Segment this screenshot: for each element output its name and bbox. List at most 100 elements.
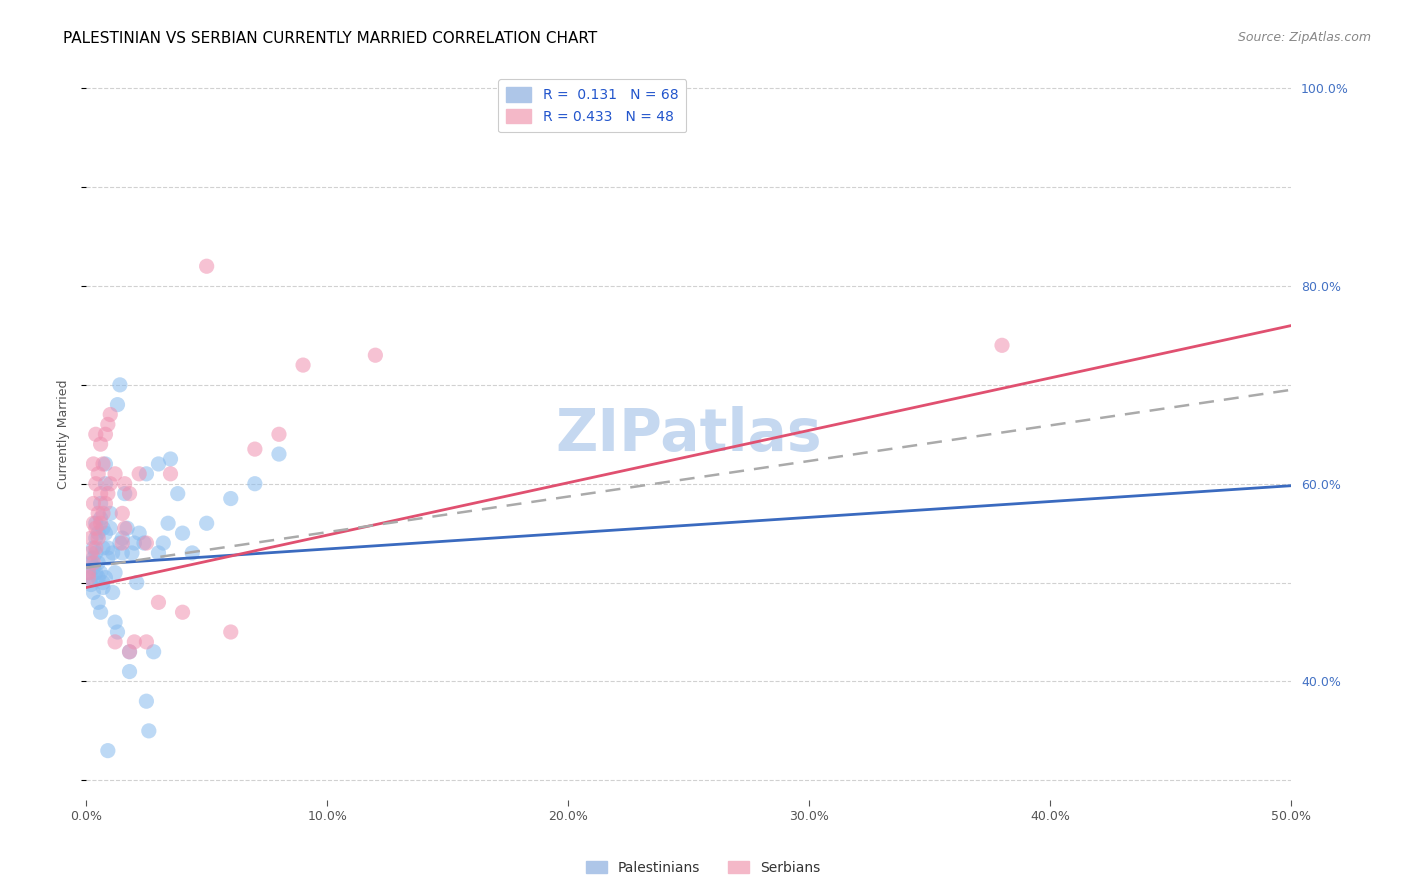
- Point: [80, 577, 103, 591]
- Point: [84, 531, 107, 545]
- Point: [87, 556, 110, 570]
- Point: [82, 516, 104, 531]
- Point: [94, 571, 117, 585]
- Point: [84, 521, 107, 535]
- Point: [132, 536, 155, 550]
- Point: [991, 338, 1014, 352]
- Point: [157, 516, 180, 531]
- Point: [135, 467, 157, 481]
- Point: [118, 665, 141, 679]
- Point: [90, 437, 112, 451]
- Point: [82, 457, 104, 471]
- Point: [128, 526, 150, 541]
- Point: [118, 645, 141, 659]
- Point: [87, 467, 110, 481]
- Point: [94, 526, 117, 541]
- Point: [98, 476, 121, 491]
- Point: [159, 452, 181, 467]
- Point: [121, 546, 143, 560]
- Point: [111, 546, 134, 560]
- Point: [111, 507, 134, 521]
- Point: [114, 521, 136, 535]
- Point: [91, 507, 114, 521]
- Text: ZIPatlas: ZIPatlas: [555, 406, 823, 463]
- Point: [111, 531, 134, 545]
- Point: [97, 744, 120, 758]
- Point: [118, 645, 141, 659]
- Point: [243, 442, 266, 456]
- Point: [181, 546, 204, 560]
- Point: [82, 541, 104, 555]
- Point: [135, 694, 157, 708]
- Point: [148, 595, 170, 609]
- Point: [90, 496, 112, 510]
- Point: [195, 516, 218, 531]
- Point: [98, 507, 121, 521]
- Point: [84, 566, 107, 580]
- Point: [80, 546, 103, 560]
- Point: [82, 496, 104, 510]
- Point: [97, 417, 120, 432]
- Point: [108, 377, 131, 392]
- Point: [90, 486, 112, 500]
- Point: [159, 467, 181, 481]
- Point: [108, 536, 131, 550]
- Point: [84, 516, 107, 531]
- Point: [104, 615, 127, 629]
- Point: [166, 486, 188, 500]
- Point: [104, 635, 127, 649]
- Point: [115, 521, 138, 535]
- Point: [77, 566, 100, 580]
- Point: [152, 536, 174, 550]
- Point: [94, 496, 117, 510]
- Point: [267, 447, 290, 461]
- Point: [91, 581, 114, 595]
- Point: [267, 427, 290, 442]
- Point: [219, 491, 242, 506]
- Point: [77, 566, 100, 580]
- Point: [243, 476, 266, 491]
- Point: [195, 259, 218, 273]
- Point: [90, 516, 112, 531]
- Point: [87, 595, 110, 609]
- Point: [97, 486, 120, 500]
- Point: [84, 541, 107, 555]
- Point: [114, 486, 136, 500]
- Point: [138, 723, 160, 738]
- Point: [82, 550, 104, 565]
- Point: [91, 457, 114, 471]
- Point: [84, 546, 107, 560]
- Point: [80, 556, 103, 570]
- Legend: Palestinians, Serbians: Palestinians, Serbians: [581, 855, 825, 880]
- Point: [77, 571, 100, 585]
- Point: [114, 476, 136, 491]
- Point: [90, 566, 112, 580]
- Point: [292, 358, 315, 372]
- Point: [98, 408, 121, 422]
- Point: [94, 476, 117, 491]
- Point: [101, 546, 124, 560]
- Point: [142, 645, 165, 659]
- Point: [125, 575, 148, 590]
- Point: [90, 605, 112, 619]
- Point: [364, 348, 387, 362]
- Legend: R =  0.131   N = 68, R = 0.433   N = 48: R = 0.131 N = 68, R = 0.433 N = 48: [498, 79, 686, 132]
- Point: [97, 550, 120, 565]
- Point: [87, 507, 110, 521]
- Point: [82, 585, 104, 599]
- Point: [82, 556, 104, 570]
- Point: [128, 467, 150, 481]
- Point: [118, 486, 141, 500]
- Y-axis label: Currently Married: Currently Married: [58, 379, 70, 489]
- Point: [80, 531, 103, 545]
- Point: [97, 541, 120, 555]
- Point: [124, 635, 146, 649]
- Point: [219, 625, 242, 640]
- Point: [135, 635, 157, 649]
- Point: [87, 531, 110, 545]
- Point: [172, 526, 194, 541]
- Point: [148, 457, 170, 471]
- Point: [94, 427, 117, 442]
- Point: [98, 521, 121, 535]
- Point: [84, 476, 107, 491]
